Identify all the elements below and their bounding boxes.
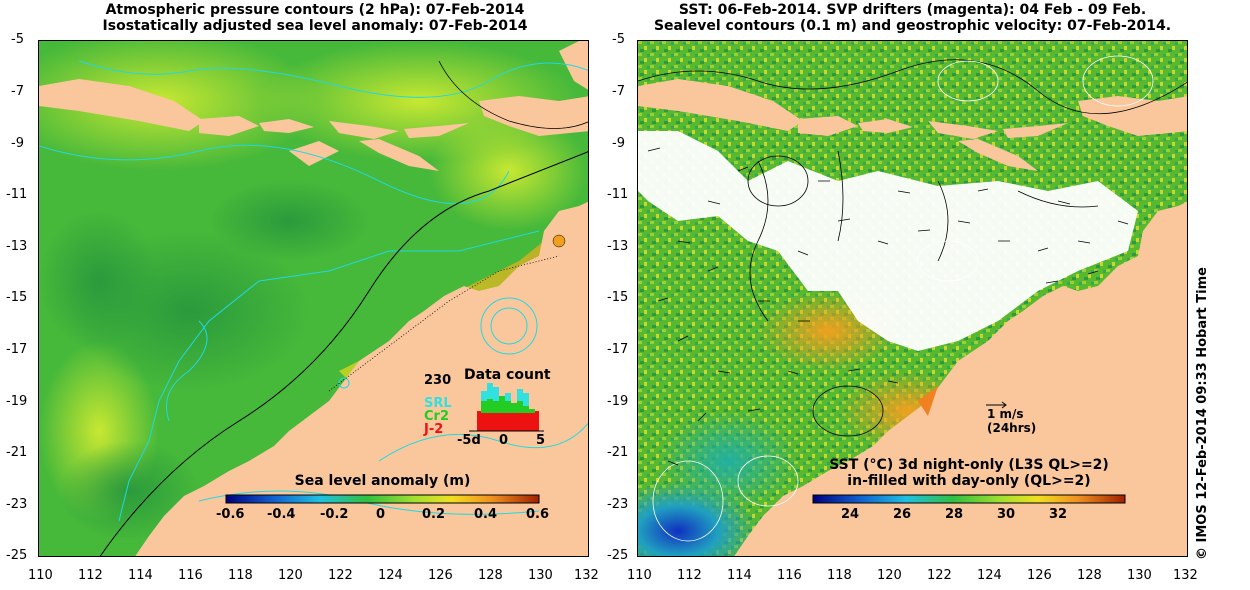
right-x-tick: 118 <box>827 568 852 583</box>
sla-tick: 0.6 <box>526 507 550 522</box>
left-title-line1: Atmospheric pressure contours (2 hPa): 0… <box>105 2 525 18</box>
sst-tick: 24 <box>841 507 860 522</box>
sea-level-anomaly-map-graphic <box>39 41 588 556</box>
left-y-tick: -23 <box>6 497 28 512</box>
left-x-tick: 118 <box>228 568 253 583</box>
right-x-tick: 122 <box>927 568 952 583</box>
sst-map-graphic <box>638 41 1187 556</box>
left-x-tick: 110 <box>28 568 53 583</box>
sst-tick: 30 <box>997 507 1016 522</box>
left-x-tick: 130 <box>528 568 553 583</box>
left-x-tick: 126 <box>428 568 453 583</box>
right-y-tick: -11 <box>607 187 629 202</box>
left-x-tick: 116 <box>178 568 203 583</box>
left-y-tick: -5 <box>11 32 24 47</box>
sla-tick: -0.4 <box>267 507 296 522</box>
sst-tick: 32 <box>1049 507 1068 522</box>
sla-tick: -0.2 <box>320 507 349 522</box>
left-y-tick: -11 <box>6 187 28 202</box>
right-y-tick: -9 <box>612 136 625 151</box>
left-x-tick: 122 <box>328 568 353 583</box>
sla-colorbar-ticks: -0.6 -0.4 -0.2 0 0.2 0.4 0.6 <box>209 507 559 523</box>
left-x-tick: 120 <box>278 568 303 583</box>
left-y-tick: -15 <box>6 290 28 305</box>
sla-colorbar <box>225 494 540 504</box>
data-count-max: 230 <box>424 373 452 388</box>
velocity-scale-label: 1 m/s <box>987 407 1024 421</box>
left-x-tick: 114 <box>128 568 153 583</box>
right-x-tick: 112 <box>677 568 702 583</box>
sst-colorbar-label-line2: in-filled with day-only (QL>=2) <box>847 473 1091 489</box>
left-title-line2: Isostatically adjusted sea level anomaly… <box>102 18 528 34</box>
left-x-tick: 132 <box>574 568 599 583</box>
sst-colorbar <box>812 494 1126 504</box>
sla-tick: 0 <box>376 507 386 522</box>
right-x-tick: 124 <box>977 568 1002 583</box>
legend-j2: J-2 <box>424 422 444 437</box>
data-count-x-0: 0 <box>499 433 509 448</box>
right-x-tick: 126 <box>1027 568 1052 583</box>
sst-colorbar-label-line1: SST (°C) 3d night-only (L3S QL>=2) <box>829 457 1109 473</box>
left-y-tick: -7 <box>11 84 24 99</box>
right-x-tick: 132 <box>1173 568 1198 583</box>
right-title-line2: Sealevel contours (0.1 m) and geostrophi… <box>653 18 1172 34</box>
sst-tick: 26 <box>893 507 912 522</box>
right-y-tick: -13 <box>607 239 629 254</box>
sst-tick: 28 <box>945 507 964 522</box>
right-x-tick: 130 <box>1127 568 1152 583</box>
left-x-tick: 128 <box>478 568 503 583</box>
right-title-line1: SST: 06-Feb-2014. SVP drifters (magenta)… <box>678 2 1147 18</box>
sla-colorbar-label: Sea level anomaly (m) <box>294 473 471 489</box>
left-y-tick: -9 <box>11 136 24 151</box>
right-y-tick: -25 <box>607 548 629 563</box>
data-count-x-5: 5 <box>536 433 546 448</box>
right-x-tick: 114 <box>727 568 752 583</box>
right-y-tick: -17 <box>607 342 629 357</box>
sst-map: 1 m/s (24hrs) SST (°C) 3d night-only (L3… <box>637 40 1188 557</box>
right-x-tick: 116 <box>777 568 802 583</box>
left-y-tick: -25 <box>6 548 28 563</box>
legend-cr2: Cr2 <box>424 409 449 424</box>
right-y-tick: -19 <box>607 394 629 409</box>
imos-copyright-label: © IMOS 12-Feb-2014 09:33 Hobart Time <box>1195 267 1210 560</box>
sla-tick: -0.6 <box>216 507 245 522</box>
left-y-tick: -19 <box>6 394 28 409</box>
velocity-scale-sublabel: (24hrs) <box>987 421 1037 435</box>
right-y-tick: -5 <box>612 32 625 47</box>
sla-tick: 0.4 <box>474 507 498 522</box>
sla-tick: 0.2 <box>422 507 446 522</box>
legend-srl: SRL <box>424 396 452 411</box>
left-y-tick: -21 <box>6 445 28 460</box>
right-x-tick: 110 <box>627 568 652 583</box>
right-y-tick: -21 <box>607 445 629 460</box>
sst-colorbar-ticks: 24 26 28 30 32 <box>813 507 1143 523</box>
data-count-x-minus5: -5d <box>457 433 481 448</box>
right-y-tick: -23 <box>607 497 629 512</box>
left-y-tick: -17 <box>6 342 28 357</box>
right-y-tick: -7 <box>612 84 625 99</box>
data-count-title: Data count <box>464 367 551 383</box>
right-y-tick: -15 <box>607 290 629 305</box>
data-count-chart <box>469 383 544 432</box>
right-x-tick: 120 <box>877 568 902 583</box>
sea-level-anomaly-map: Data count 230 SRL Cr2 J-2 -5d 0 5 Sea l… <box>38 40 589 557</box>
right-x-tick: 128 <box>1077 568 1102 583</box>
left-x-tick: 124 <box>378 568 403 583</box>
left-x-tick: 112 <box>78 568 103 583</box>
left-y-tick: -13 <box>6 239 28 254</box>
